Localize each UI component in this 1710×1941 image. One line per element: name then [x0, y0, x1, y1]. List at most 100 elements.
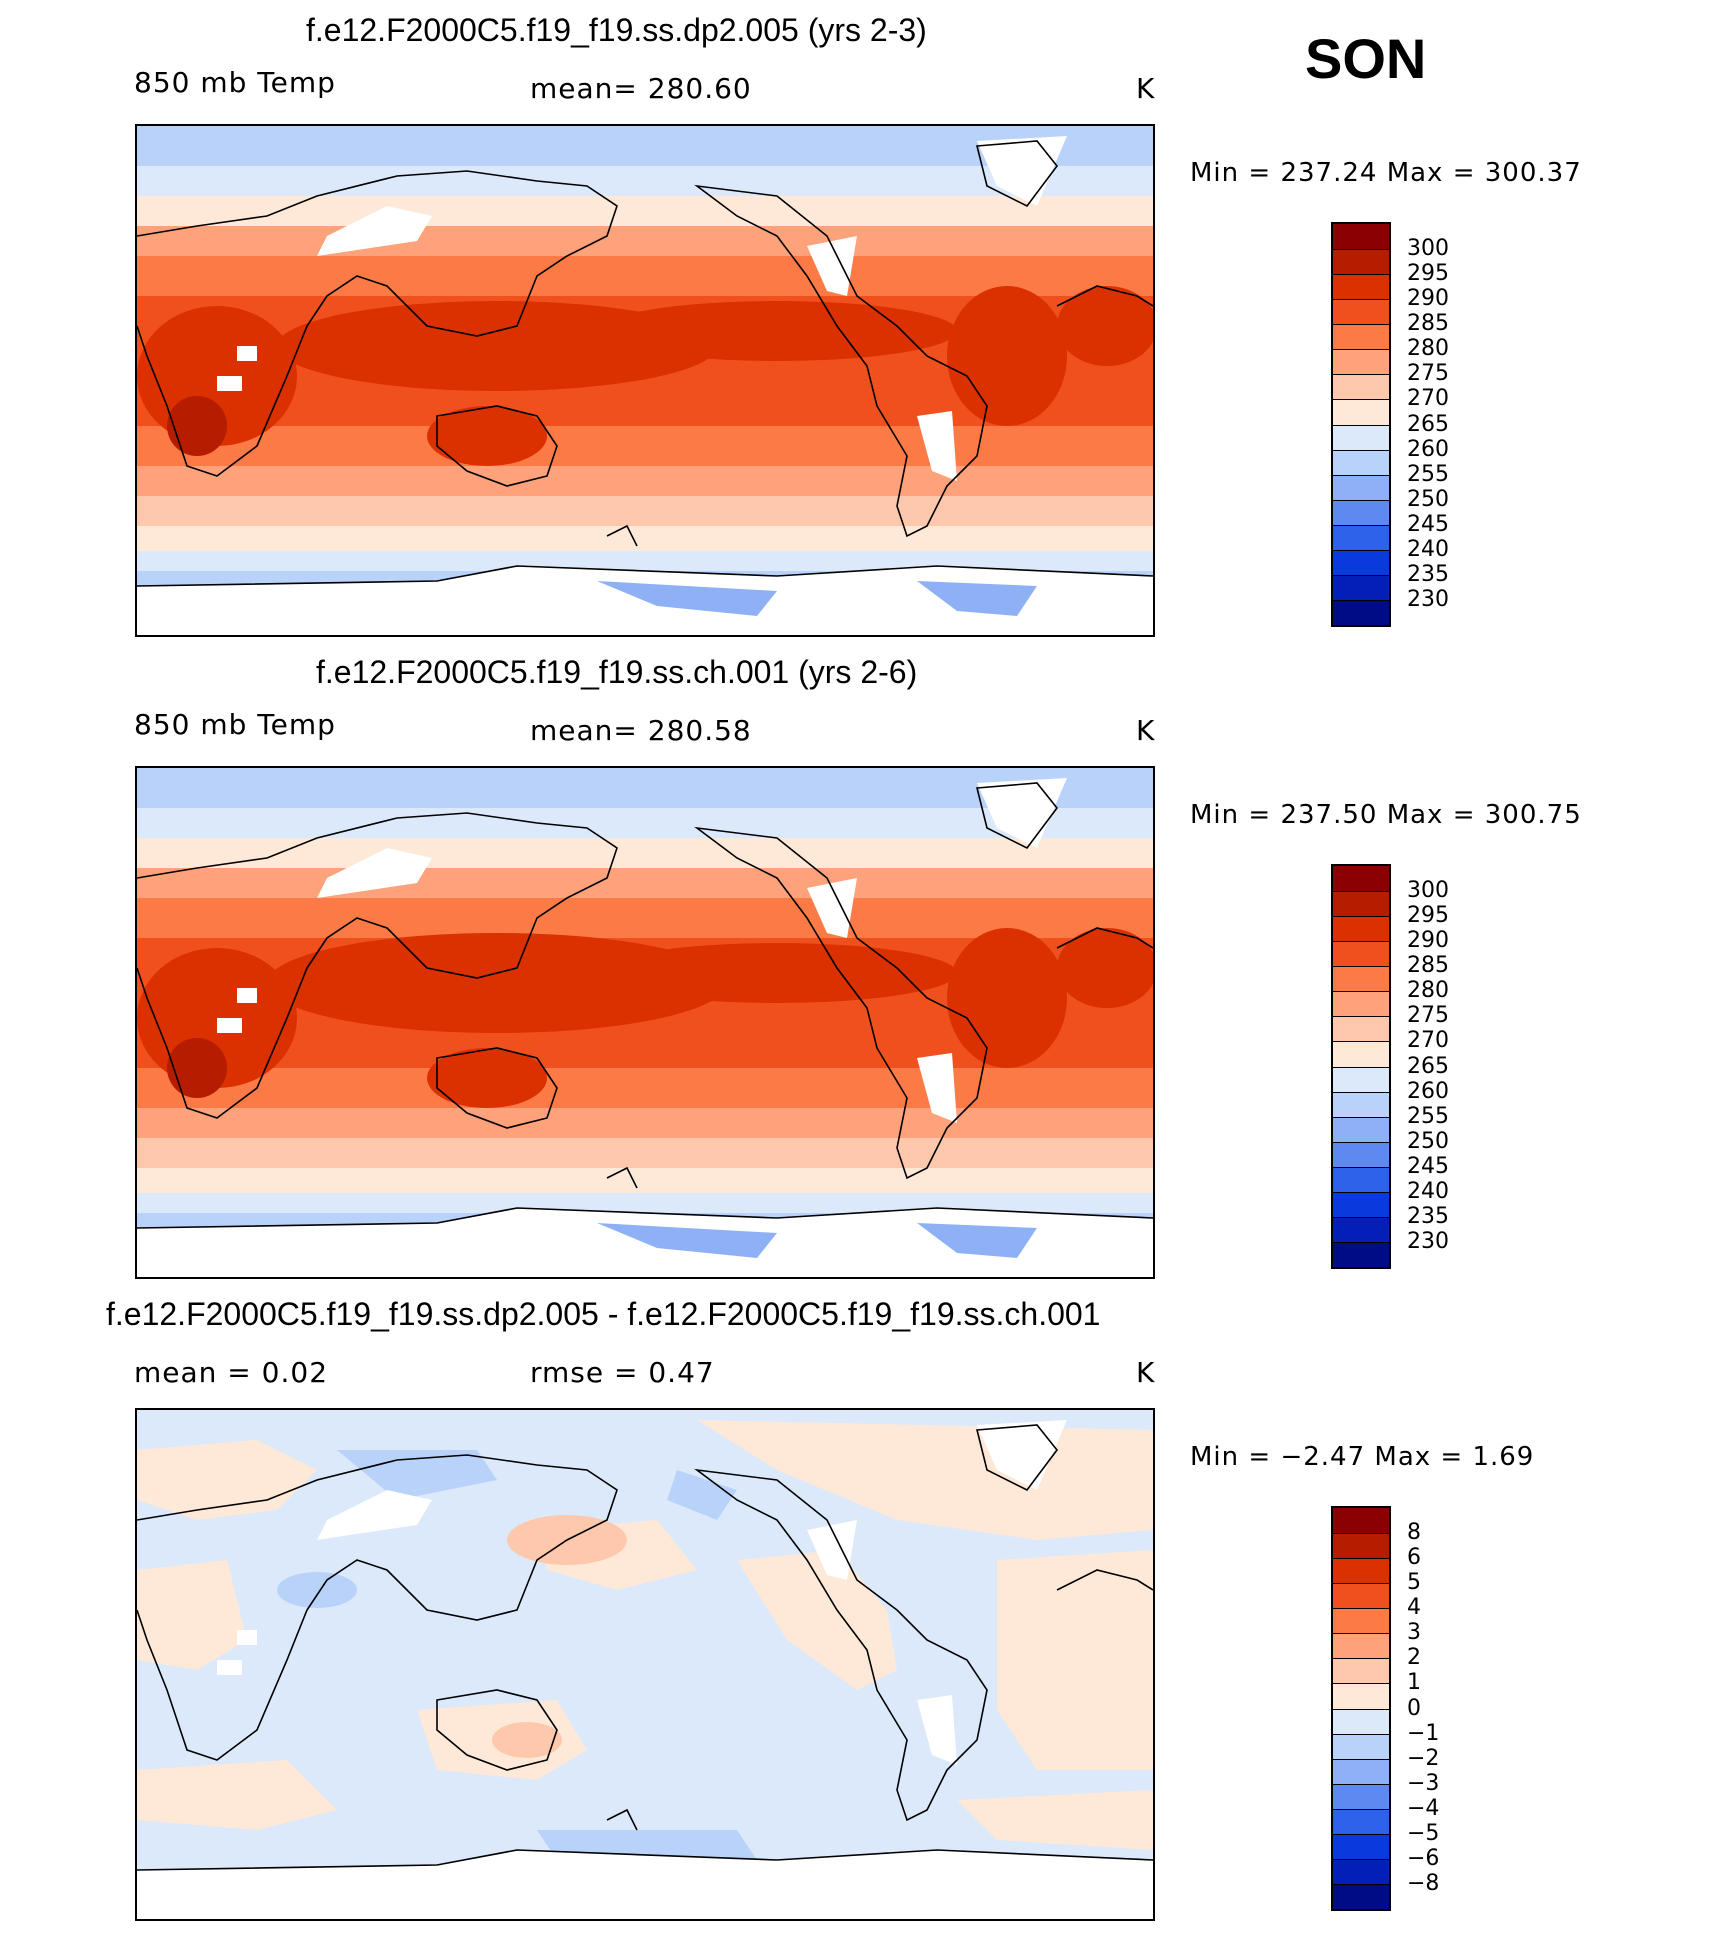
colorbar-tick-label: 5	[1407, 1570, 1421, 1596]
colorbar-segment	[1333, 1533, 1389, 1559]
colorbar-tick-label: 245	[1407, 1153, 1449, 1179]
colorbar-tick-label: 265	[1407, 411, 1449, 437]
colorbar-tick-label: 1	[1407, 1670, 1421, 1696]
colorbar-tick-label: 280	[1407, 978, 1449, 1004]
colorbar-segment	[1333, 424, 1389, 450]
panel-1-variable-label: 850 mb Temp	[134, 66, 336, 99]
colorbar-segment	[1333, 941, 1389, 967]
colorbar-segment	[1333, 1508, 1389, 1534]
colorbar-segment	[1333, 1633, 1389, 1659]
colorbar-tick-label: 240	[1407, 1178, 1449, 1204]
panel-2-map-plot	[137, 768, 1153, 1277]
colorbar-segment	[1333, 1216, 1389, 1242]
colorbar-tick-label: 230	[1407, 1228, 1449, 1254]
colorbar-segment	[1333, 1708, 1389, 1734]
panel-1-map-plot	[137, 126, 1153, 635]
colorbar-segment	[1333, 1583, 1389, 1609]
season-label: SON	[1305, 27, 1427, 90]
colorbar-segment	[1333, 866, 1389, 892]
colorbar-tick-label: 285	[1407, 311, 1449, 337]
colorbar-segment	[1333, 1783, 1389, 1809]
colorbar-tick-label: 255	[1407, 1103, 1449, 1129]
colorbar-tick-label: 250	[1407, 1128, 1449, 1154]
panel-1-title: f.e12.F2000C5.f19_f19.ss.dp2.005 (yrs 2-…	[306, 12, 927, 48]
panel-2-colorbar	[1331, 864, 1391, 1269]
panel-2-map	[135, 766, 1155, 1279]
panel-3-colorbar	[1331, 1506, 1391, 1911]
colorbar-segment	[1333, 1808, 1389, 1834]
colorbar-segment	[1333, 916, 1389, 942]
colorbar-segment	[1333, 524, 1389, 550]
colorbar-segment	[1333, 1683, 1389, 1709]
colorbar-tick-label: 285	[1407, 953, 1449, 979]
colorbar-tick-label: 300	[1407, 878, 1449, 904]
panel-2-variable-label: 850 mb Temp	[134, 708, 336, 741]
colorbar-tick-label: 255	[1407, 461, 1449, 487]
colorbar-tick-label: 3	[1407, 1620, 1421, 1646]
panel-1-colorbar	[1331, 222, 1391, 627]
colorbar-tick-label: 295	[1407, 261, 1449, 287]
colorbar-segment	[1333, 1241, 1389, 1267]
colorbar-tick-label: 8	[1407, 1520, 1421, 1546]
colorbar-tick-label: −1	[1407, 1720, 1440, 1746]
colorbar-tick-label: 265	[1407, 1053, 1449, 1079]
panel-1-mean-label: mean= 280.60	[530, 72, 752, 105]
panel-2-title: f.e12.F2000C5.f19_f19.ss.ch.001 (yrs 2-6…	[316, 654, 918, 690]
panel-1-minmax: Min = 237.24 Max = 300.37	[1190, 158, 1582, 188]
colorbar-segment	[1333, 374, 1389, 400]
colorbar-segment	[1333, 399, 1389, 425]
colorbar-segment	[1333, 991, 1389, 1017]
panel-2-minmax: Min = 237.50 Max = 300.75	[1190, 800, 1582, 830]
colorbar-segment	[1333, 349, 1389, 375]
colorbar-segment	[1333, 1191, 1389, 1217]
panel-3-map-plot	[137, 1410, 1153, 1919]
colorbar-tick-label: 300	[1407, 236, 1449, 262]
colorbar-tick-label: 235	[1407, 1203, 1449, 1229]
colorbar-segment	[1333, 224, 1389, 250]
colorbar-segment	[1333, 1141, 1389, 1167]
panel-3-map	[135, 1408, 1155, 1921]
colorbar-segment	[1333, 1858, 1389, 1884]
colorbar-tick-label: 260	[1407, 436, 1449, 462]
colorbar-segment	[1333, 1733, 1389, 1759]
colorbar-segment	[1333, 1016, 1389, 1042]
panel-2-mean-label: mean= 280.58	[530, 714, 752, 747]
colorbar-tick-label: −5	[1407, 1820, 1440, 1846]
colorbar-tick-label: −6	[1407, 1845, 1440, 1871]
colorbar-tick-label: 290	[1407, 286, 1449, 312]
colorbar-segment	[1333, 1166, 1389, 1192]
colorbar-segment	[1333, 574, 1389, 600]
colorbar-tick-label: 290	[1407, 928, 1449, 954]
colorbar-segment	[1333, 1658, 1389, 1684]
colorbar-tick-label: −3	[1407, 1770, 1440, 1796]
panel-3-minmax: Min = −2.47 Max = 1.69	[1190, 1442, 1535, 1472]
colorbar-tick-label: 280	[1407, 336, 1449, 362]
colorbar-segment	[1333, 1758, 1389, 1784]
colorbar-segment	[1333, 1091, 1389, 1117]
colorbar-tick-label: 230	[1407, 586, 1449, 612]
colorbar-segment	[1333, 249, 1389, 275]
colorbar-segment	[1333, 966, 1389, 992]
colorbar-segment	[1333, 1041, 1389, 1067]
colorbar-segment	[1333, 1116, 1389, 1142]
colorbar-tick-label: 295	[1407, 903, 1449, 929]
colorbar-segment	[1333, 599, 1389, 625]
colorbar-tick-label: −8	[1407, 1870, 1440, 1896]
panel-3-rmse-label: rmse = 0.47	[530, 1356, 715, 1389]
colorbar-tick-label: 275	[1407, 361, 1449, 387]
colorbar-tick-label: 235	[1407, 561, 1449, 587]
colorbar-tick-label: 4	[1407, 1595, 1421, 1621]
colorbar-tick-label: 245	[1407, 511, 1449, 537]
colorbar-tick-label: 270	[1407, 386, 1449, 412]
colorbar-tick-label: 6	[1407, 1545, 1421, 1571]
colorbar-tick-label: 275	[1407, 1003, 1449, 1029]
colorbar-tick-label: 270	[1407, 1028, 1449, 1054]
colorbar-tick-label: −2	[1407, 1745, 1440, 1771]
colorbar-segment	[1333, 449, 1389, 475]
panel-1-map	[135, 124, 1155, 637]
panel-1-units: K	[1136, 72, 1156, 105]
colorbar-tick-label: −4	[1407, 1795, 1440, 1821]
colorbar-segment	[1333, 499, 1389, 525]
colorbar-tick-label: 0	[1407, 1695, 1421, 1721]
colorbar-tick-label: 260	[1407, 1078, 1449, 1104]
